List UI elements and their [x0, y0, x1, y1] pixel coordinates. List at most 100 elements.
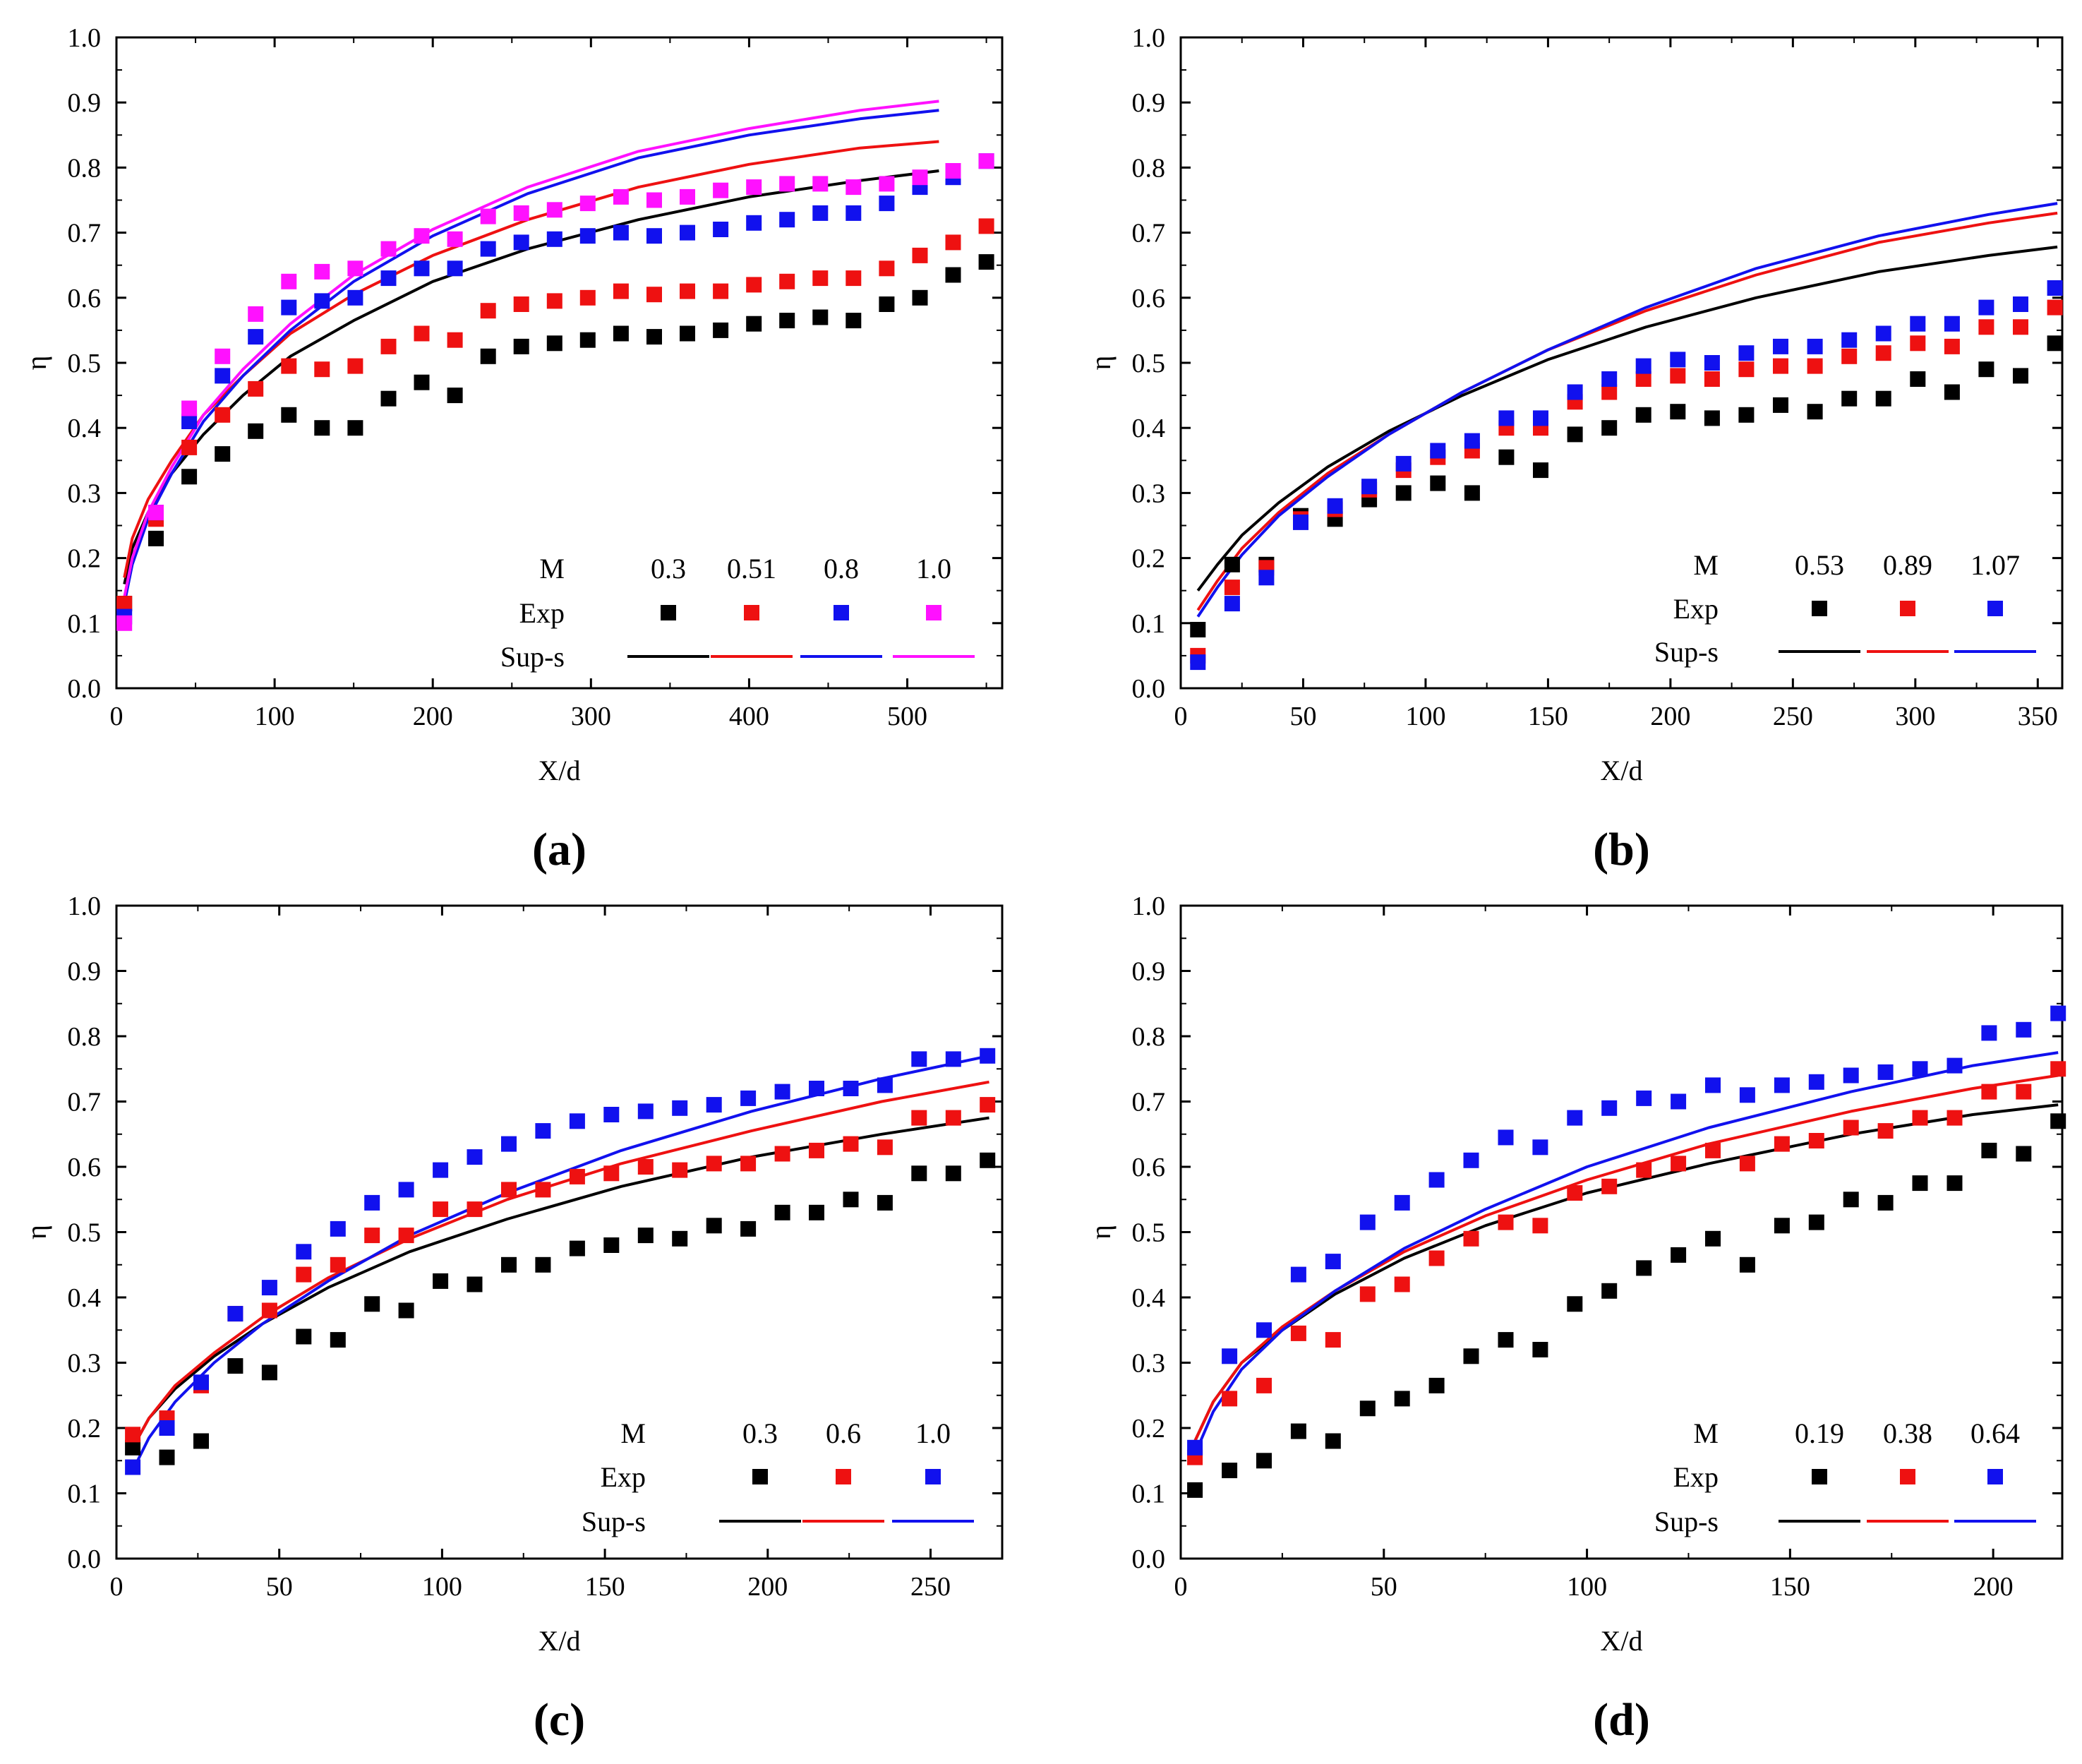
legend-exp-label: Exp — [601, 1461, 646, 1493]
legend: M Exp Sup-s 0.3 0.6 1.0 — [582, 1417, 974, 1537]
exp-point-0.89 — [1875, 345, 1891, 361]
exp-point-0.53 — [1738, 407, 1755, 423]
exp-point-0.3 — [248, 423, 264, 439]
legend-param-label: M — [1693, 549, 1719, 581]
exp-point-1.07 — [1601, 371, 1618, 387]
x-tick-label: 100 — [1567, 1572, 1607, 1602]
exp-point-0.38 — [1774, 1136, 1790, 1152]
x-tick-label: 100 — [255, 702, 295, 731]
y-tick-label: 0.5 — [68, 349, 102, 378]
y-tick-label: 0.2 — [68, 544, 102, 574]
exp-point-0.3 — [680, 325, 695, 342]
exp-point-0.19 — [1256, 1453, 1272, 1469]
exp-point-0.3 — [227, 1358, 243, 1374]
exp-point-0.64 — [1981, 1025, 1997, 1041]
sim-line-0.3 — [131, 1116, 989, 1448]
exp-point-0.38 — [1428, 1250, 1445, 1266]
exp-point-0.3 — [911, 1165, 927, 1182]
exp-point-0.38 — [1877, 1123, 1894, 1139]
exp-point-0.3 — [513, 338, 529, 354]
legend-series-name: 0.3 — [742, 1417, 778, 1449]
exp-point-1.07 — [1498, 410, 1515, 426]
exp-point-0.51 — [546, 293, 562, 309]
exp-point-0.3 — [945, 267, 961, 283]
exp-point-0.19 — [1394, 1391, 1410, 1407]
exp-point-0.3 — [579, 332, 596, 348]
exp-point-0.6 — [535, 1182, 551, 1198]
exp-point-0.8 — [347, 289, 363, 306]
x-axis-title: X/d — [1601, 755, 1643, 786]
exp-point-1.0 — [501, 1136, 517, 1152]
exp-point-0.64 — [1325, 1254, 1341, 1270]
legend-exp-marker — [1900, 1469, 1915, 1484]
exp-point-0.38 — [1946, 1110, 1963, 1126]
exp-point-0.3 — [713, 322, 729, 338]
exp-point-1.0 — [398, 1182, 414, 1198]
legend-series-name: 1.07 — [1970, 549, 2020, 581]
exp-point-0.3 — [296, 1328, 312, 1345]
y-tick-label: 0.8 — [68, 153, 102, 183]
exp-point-0.53 — [1635, 407, 1651, 423]
exp-point-0.8 — [579, 228, 596, 244]
legend-exp-label: Exp — [1673, 593, 1719, 625]
exp-point-0.64 — [1187, 1439, 1203, 1456]
exp-point-0.19 — [1739, 1256, 1755, 1273]
exp-point-1.0 — [812, 176, 829, 192]
exp-point-1.0 — [945, 163, 961, 179]
legend-param-label: M — [620, 1417, 646, 1449]
exp-point-0.64 — [1877, 1064, 1894, 1080]
exp-point-0.51 — [945, 234, 961, 251]
exp-point-0.53 — [2047, 335, 2063, 352]
exp-point-0.3 — [779, 313, 795, 329]
exp-point-1.0 — [248, 306, 264, 322]
legend-series-name: 1.0 — [916, 553, 951, 584]
exp-point-0.89 — [1807, 358, 1823, 374]
exp-point-0.3 — [812, 309, 829, 325]
exp-point-0.6 — [877, 1139, 893, 1156]
exp-point-0.53 — [1601, 420, 1618, 436]
y-tick-label: 0.1 — [1132, 609, 1166, 639]
panel-label: (a) — [532, 824, 586, 875]
y-tick-label: 0.2 — [1132, 544, 1166, 574]
exp-point-0.64 — [2016, 1021, 2032, 1038]
legend-exp-label: Exp — [1673, 1461, 1719, 1493]
exp-point-0.51 — [248, 380, 264, 397]
exp-point-0.38 — [2016, 1084, 2032, 1100]
exp-point-0.3 — [843, 1192, 859, 1208]
y-tick-label: 0.2 — [68, 1414, 102, 1444]
exp-point-1.0 — [281, 273, 297, 289]
x-tick-label: 50 — [1289, 702, 1316, 731]
exp-point-1.0 — [433, 1162, 449, 1178]
legend-exp-marker — [1987, 601, 2003, 616]
exp-point-0.38 — [1808, 1133, 1824, 1148]
legend-series-name: 0.51 — [727, 553, 776, 584]
exp-point-0.6 — [603, 1165, 620, 1182]
x-tick-label: 200 — [413, 702, 453, 731]
exp-point-1.0 — [680, 188, 695, 205]
y-tick-label: 0.0 — [1132, 674, 1166, 704]
exp-point-1.07 — [1635, 358, 1651, 374]
x-tick-label: 500 — [887, 702, 927, 731]
exp-point-0.19 — [1981, 1142, 1997, 1158]
exp-point-0.51 — [713, 283, 729, 299]
exp-point-0.19 — [1290, 1423, 1306, 1439]
exp-point-0.8 — [215, 368, 231, 384]
exp-point-0.51 — [447, 332, 463, 348]
legend-exp-marker — [834, 605, 849, 620]
exp-point-0.64 — [1912, 1061, 1928, 1077]
exp-point-0.19 — [1808, 1214, 1824, 1230]
exp-point-0.51 — [680, 283, 695, 299]
exp-point-0.64 — [1774, 1077, 1790, 1093]
exp-point-1.07 — [1361, 479, 1378, 495]
y-tick-label: 0.7 — [1132, 219, 1166, 248]
y-tick-label: 0.6 — [68, 284, 102, 313]
exp-point-1.0 — [227, 1306, 243, 1322]
exp-point-0.3 — [546, 335, 562, 352]
exp-point-0.64 — [1671, 1093, 1687, 1110]
exp-point-0.3 — [980, 1152, 996, 1168]
y-tick-label: 0.4 — [68, 1283, 102, 1313]
exp-point-0.19 — [1912, 1175, 1928, 1192]
legend-series-name: 0.6 — [826, 1417, 861, 1449]
exp-point-0.8 — [314, 293, 330, 309]
exp-point-1.0 — [774, 1084, 790, 1100]
